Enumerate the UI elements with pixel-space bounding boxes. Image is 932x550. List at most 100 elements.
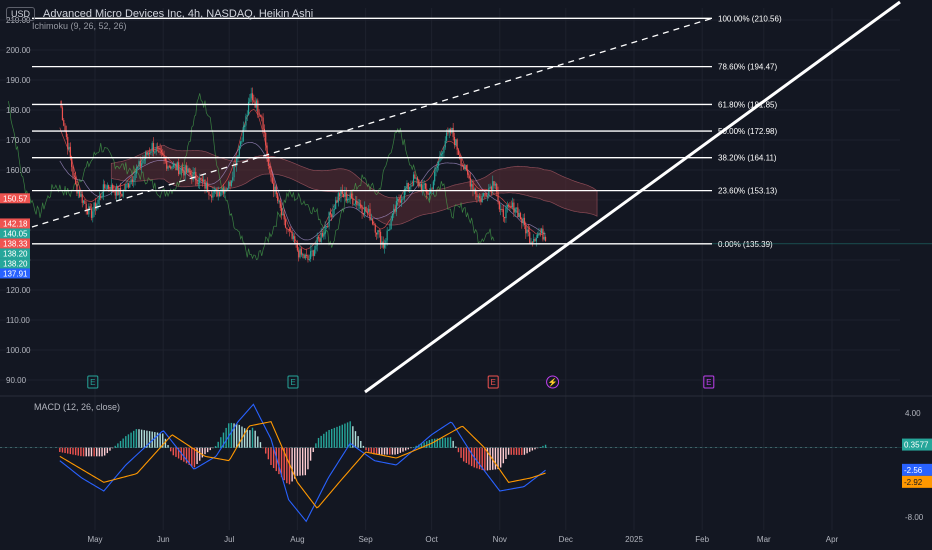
macd-histogram-bar: [254, 430, 256, 448]
candle-body: [218, 191, 221, 197]
candle-body: [135, 168, 137, 174]
ichimoku-label[interactable]: Ichimoku (9, 26, 52, 26): [32, 21, 127, 31]
candle-body: [200, 177, 202, 180]
candle-body: [506, 204, 508, 208]
macd-histogram-bar: [291, 447, 293, 482]
macd-histogram-bar: [262, 447, 264, 449]
macd-histogram-bar: [338, 425, 341, 448]
x-tick-label: Nov: [493, 535, 507, 544]
macd-histogram-bar: [80, 447, 82, 457]
candle-body: [282, 213, 284, 216]
candle-body: [69, 146, 71, 158]
candle-body: [410, 185, 412, 187]
macd-histogram-bar: [243, 428, 246, 448]
candle-body: [302, 254, 304, 256]
candle-body: [455, 139, 457, 146]
candle-body: [166, 160, 168, 169]
price-tag-label: 142.18: [3, 219, 28, 228]
candle-body: [403, 189, 405, 199]
y-tick-label: 100.00: [6, 346, 31, 355]
candle-body: [329, 212, 331, 215]
candle-body: [286, 227, 288, 230]
macd-histogram-bar: [140, 429, 143, 448]
candle-body: [197, 183, 199, 185]
macd-histogram-bar: [280, 447, 283, 478]
candle-body: [508, 204, 510, 206]
candle-body: [164, 158, 166, 161]
macd-histogram-bar: [135, 429, 138, 448]
candle-body: [473, 189, 475, 191]
fib-label: 100.00% (210.56): [718, 14, 782, 23]
candle-body: [422, 185, 424, 191]
lagging-span: [7, 93, 495, 261]
candle-body: [209, 194, 211, 196]
x-tick-label: Jul: [224, 535, 234, 544]
candle-body: [287, 229, 289, 231]
y-tick-label: 190.00: [6, 76, 31, 85]
candle-body: [145, 152, 147, 160]
candle-body: [212, 192, 214, 198]
candle-body: [315, 245, 317, 250]
macd-histogram-bar: [301, 447, 304, 476]
macd-histogram-bar: [536, 447, 539, 449]
candle-body: [251, 93, 254, 101]
candle-body: [407, 183, 409, 190]
candle-body: [271, 177, 273, 184]
price-tag-box: [0, 248, 30, 259]
macd-histogram-bar: [391, 447, 394, 455]
candle-body: [175, 163, 177, 171]
candle-body: [459, 154, 461, 159]
macd-tag-box: [902, 438, 932, 451]
macd-histogram-bar: [505, 447, 507, 460]
candle-body: [154, 151, 156, 153]
candle-body: [274, 186, 276, 192]
candle-body: [492, 181, 494, 191]
candle-body: [511, 202, 514, 208]
candle-body: [447, 132, 449, 134]
candle-body: [114, 191, 116, 196]
candle-body: [402, 198, 404, 200]
candle-body: [463, 165, 465, 170]
candle-body: [416, 177, 419, 180]
candle-body: [130, 179, 132, 185]
macd-histogram-bar: [106, 447, 109, 454]
candle-body: [104, 184, 106, 189]
currency-button[interactable]: USD: [6, 7, 36, 21]
price-tag-label: 140.05: [3, 229, 28, 238]
candle-body: [193, 171, 196, 173]
candle-body: [203, 179, 205, 181]
price-tag-box: [0, 193, 30, 204]
candle-body: [383, 243, 386, 248]
candle-body: [443, 147, 445, 153]
macd-histogram-bar: [278, 447, 280, 475]
candle-body: [484, 193, 486, 195]
candle-body: [427, 193, 429, 195]
dashed-trend-line: [31, 17, 713, 228]
macd-histogram-bar: [346, 422, 349, 448]
candle-body: [143, 159, 145, 161]
candle-body: [436, 165, 438, 168]
macd-histogram-bar: [201, 447, 204, 458]
candle-body: [277, 194, 279, 201]
macd-histogram-bar: [117, 443, 119, 448]
candle-body: [133, 180, 135, 182]
macd-histogram-bar: [98, 447, 101, 457]
candle-body: [377, 230, 379, 235]
candle-body: [101, 196, 103, 198]
price-tag-box: [0, 238, 30, 249]
candle-body: [167, 166, 169, 169]
candle-body: [220, 192, 222, 197]
macd-histogram-bar: [103, 447, 106, 456]
candle-body: [131, 179, 133, 182]
x-tick-label: 2025: [625, 535, 643, 544]
macd-label[interactable]: MACD (12, 26, close): [34, 402, 121, 412]
macd-histogram-bar: [286, 447, 288, 484]
macd-histogram-bar: [183, 447, 185, 462]
fib-label: 78.60% (194.47): [718, 63, 777, 72]
macd-histogram-bar: [542, 445, 544, 448]
price-tag-box: [0, 228, 30, 239]
macd-histogram-bar: [539, 447, 541, 448]
candle-body: [188, 168, 190, 173]
macd-histogram-bar: [199, 447, 201, 461]
macd-histogram-bar: [420, 443, 423, 448]
